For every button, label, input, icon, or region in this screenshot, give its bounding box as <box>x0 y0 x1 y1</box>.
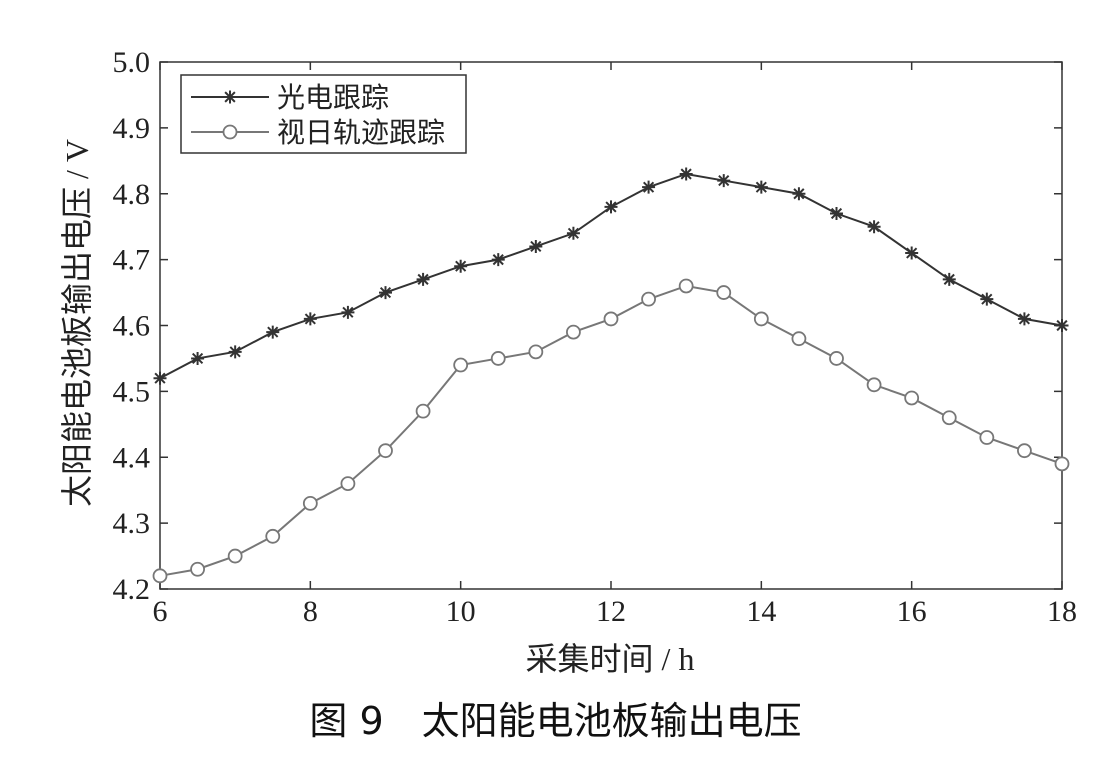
data-point <box>979 430 995 445</box>
data-point <box>867 220 881 234</box>
data-point <box>529 239 543 253</box>
data-point <box>416 272 430 286</box>
data-point <box>754 180 768 194</box>
data-point <box>1017 312 1031 326</box>
data-point <box>152 568 168 584</box>
data-point <box>302 495 318 511</box>
series-line <box>159 284 1063 577</box>
data-point <box>341 305 355 319</box>
data-point <box>716 285 732 300</box>
y-tick-label: 4.4 <box>113 441 151 474</box>
data-point <box>453 357 469 373</box>
data-point <box>454 259 468 273</box>
data-point <box>753 311 769 327</box>
x-tick-label: 14 <box>746 595 776 628</box>
data-point <box>830 207 843 221</box>
y-tick-label: 5.0 <box>113 46 151 79</box>
data-point <box>227 548 243 564</box>
data-point <box>153 371 167 385</box>
data-point <box>905 246 919 260</box>
data-point <box>415 403 431 419</box>
data-point <box>566 226 580 240</box>
legend-label: 视日轨迹跟踪 <box>277 117 445 149</box>
data-point <box>604 200 618 214</box>
data-point <box>866 377 882 393</box>
data-point <box>642 180 656 194</box>
chart-axes: 6 8 10 12 14 16 18 4.2 4.3 4.4 4.5 4.6 4.7 4.8 4.9 5.0 <box>113 46 1078 628</box>
data-point <box>340 476 356 492</box>
data-point <box>980 292 994 306</box>
data-point <box>1055 319 1069 332</box>
data-point <box>191 351 205 365</box>
data-point <box>528 344 544 360</box>
legend-label: 光电跟踪 <box>277 82 389 114</box>
data-point <box>228 345 242 359</box>
series-2 <box>152 278 1070 584</box>
data-point <box>717 174 731 188</box>
data-point <box>941 410 957 426</box>
data-point <box>490 351 506 366</box>
y-tick-label: 4.5 <box>113 375 151 408</box>
series-layer <box>152 167 1070 584</box>
data-point <box>942 272 956 286</box>
series-1 <box>153 167 1069 385</box>
data-point <box>679 167 693 181</box>
legend-box <box>180 74 467 154</box>
x-tick-label: 10 <box>446 595 476 628</box>
data-point <box>378 443 393 459</box>
x-tick-label: 12 <box>596 595 626 628</box>
data-point <box>829 351 844 366</box>
legend-marker <box>222 124 238 140</box>
data-point <box>379 286 392 300</box>
data-point <box>265 528 281 544</box>
data-point <box>792 187 806 201</box>
data-point <box>1017 443 1032 459</box>
x-tick-label: 18 <box>1047 595 1077 628</box>
y-tick-label: 4.8 <box>113 178 151 211</box>
data-point <box>1054 456 1070 472</box>
y-tick-label: 4.2 <box>113 573 151 606</box>
x-tick-label: 16 <box>897 595 927 628</box>
data-point <box>491 253 505 267</box>
legend-marker <box>223 90 237 104</box>
data-point <box>603 311 619 327</box>
x-tick-label: 8 <box>303 595 318 628</box>
y-tick-label: 4.9 <box>113 112 151 145</box>
y-tick-label: 4.7 <box>113 244 151 277</box>
data-point <box>566 324 581 340</box>
data-point <box>791 331 807 347</box>
data-point <box>904 390 920 406</box>
y-tick-label: 4.3 <box>113 507 151 540</box>
data-point <box>190 561 205 577</box>
y-axis-label: 太阳能电池板输出电压 / V <box>59 139 95 507</box>
data-point <box>266 325 280 339</box>
data-point <box>641 291 656 307</box>
data-point <box>303 312 317 326</box>
data-point <box>678 278 694 294</box>
x-axis-label: 采集时间 / h <box>526 641 695 677</box>
x-tick-label: 6 <box>153 595 168 628</box>
figure-caption: 图 9 太阳能电池板输出电压 <box>309 699 802 743</box>
y-tick-label: 4.6 <box>113 310 151 343</box>
